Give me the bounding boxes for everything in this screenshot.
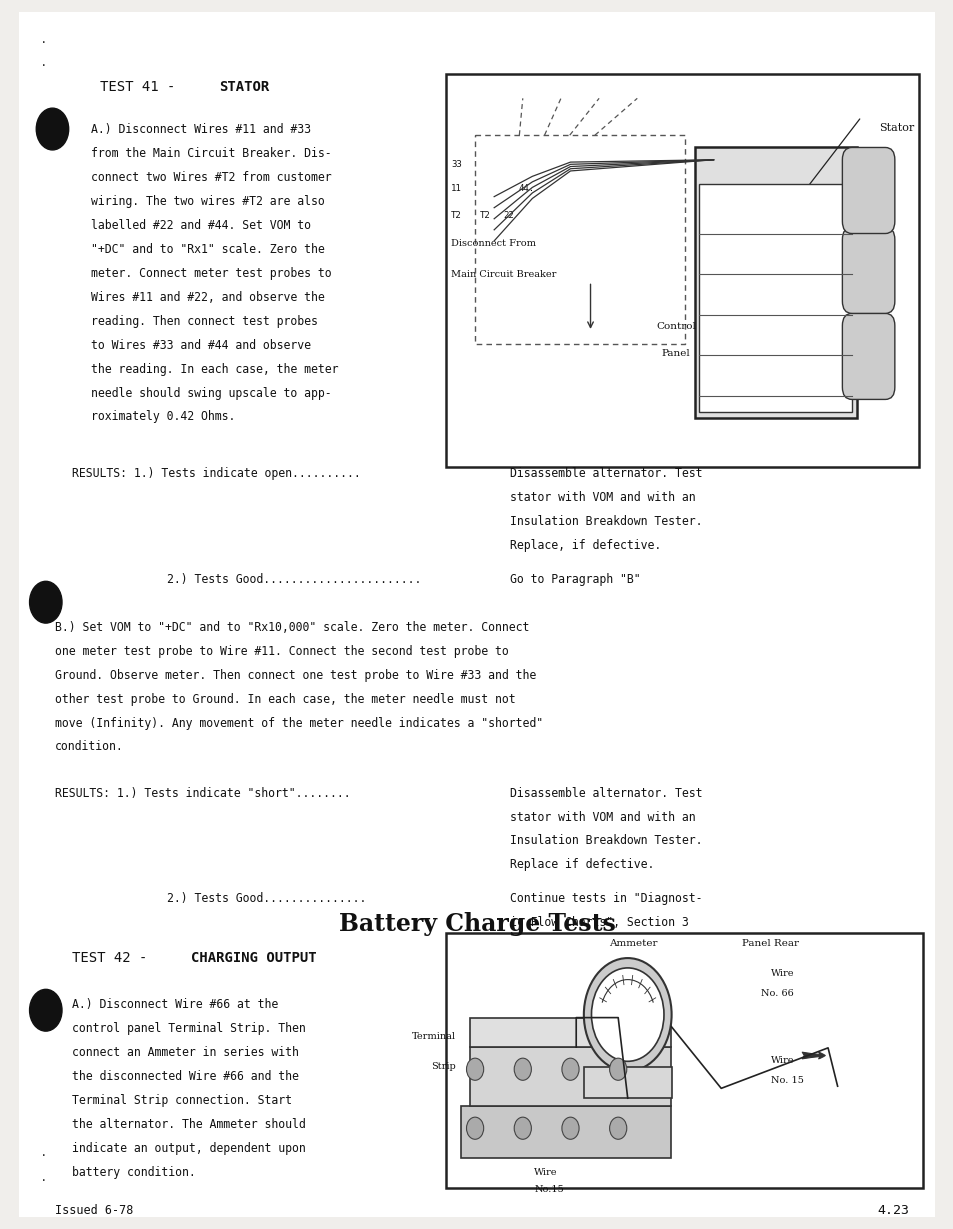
Text: CHARGING OUTPUT: CHARGING OUTPUT xyxy=(191,951,316,965)
FancyBboxPatch shape xyxy=(699,184,851,412)
FancyBboxPatch shape xyxy=(583,1068,671,1099)
Circle shape xyxy=(36,108,69,150)
FancyBboxPatch shape xyxy=(470,1018,670,1047)
Circle shape xyxy=(466,1117,483,1139)
Text: RESULTS: 1.) Tests indicate "short"........: RESULTS: 1.) Tests indicate "short".....… xyxy=(55,787,351,800)
FancyBboxPatch shape xyxy=(460,1106,670,1158)
Text: No. 15: No. 15 xyxy=(770,1075,802,1085)
Circle shape xyxy=(609,1058,626,1080)
Text: T2: T2 xyxy=(479,211,490,220)
FancyBboxPatch shape xyxy=(841,313,894,399)
Text: Terminal Strip connection. Start: Terminal Strip connection. Start xyxy=(71,1094,292,1107)
Text: Insulation Breakdown Tester.: Insulation Breakdown Tester. xyxy=(510,515,702,528)
Text: T2: T2 xyxy=(451,211,461,220)
Text: Wire: Wire xyxy=(770,968,794,977)
Circle shape xyxy=(30,581,62,623)
Text: Issued 6-78: Issued 6-78 xyxy=(55,1204,133,1218)
Text: ·: · xyxy=(40,1149,48,1163)
FancyBboxPatch shape xyxy=(470,1047,670,1106)
Text: to Wires #33 and #44 and observe: to Wires #33 and #44 and observe xyxy=(91,338,311,351)
Text: one meter test probe to Wire #11. Connect the second test probe to: one meter test probe to Wire #11. Connec… xyxy=(55,644,509,658)
Text: 11: 11 xyxy=(451,184,461,193)
Text: ·: · xyxy=(40,1174,48,1187)
Text: B.) Set VOM to "+DC" and to "Rx10,000" scale. Zero the meter. Connect: B.) Set VOM to "+DC" and to "Rx10,000" s… xyxy=(55,621,529,634)
Text: Strip: Strip xyxy=(431,1062,456,1070)
Circle shape xyxy=(609,1117,626,1139)
Text: battery condition.: battery condition. xyxy=(71,1165,195,1179)
Circle shape xyxy=(561,1058,578,1080)
Text: A.) Disconnect Wires #11 and #33: A.) Disconnect Wires #11 and #33 xyxy=(91,123,311,136)
Text: needle should swing upscale to app-: needle should swing upscale to app- xyxy=(91,386,331,399)
Text: stator with VOM and with an: stator with VOM and with an xyxy=(510,811,696,823)
Text: 22: 22 xyxy=(503,211,514,220)
Text: indicate an output, dependent upon: indicate an output, dependent upon xyxy=(71,1142,305,1155)
Text: Wires #11 and #22, and observe the: Wires #11 and #22, and observe the xyxy=(91,290,324,304)
Text: Disconnect From: Disconnect From xyxy=(451,238,536,248)
Text: the alternator. The Ammeter should: the alternator. The Ammeter should xyxy=(71,1118,305,1131)
FancyBboxPatch shape xyxy=(446,933,923,1188)
Text: from the Main Circuit Breaker. Dis-: from the Main Circuit Breaker. Dis- xyxy=(91,146,331,160)
Circle shape xyxy=(591,968,663,1062)
Circle shape xyxy=(561,1117,578,1139)
Text: ic Flow Charts", Section 3: ic Flow Charts", Section 3 xyxy=(510,917,688,929)
FancyBboxPatch shape xyxy=(841,227,894,313)
Text: wiring. The two wires #T2 are also: wiring. The two wires #T2 are also xyxy=(91,194,324,208)
Text: Stator: Stator xyxy=(878,123,913,133)
FancyBboxPatch shape xyxy=(841,147,894,234)
Text: meter. Connect meter test probes to: meter. Connect meter test probes to xyxy=(91,267,331,280)
Circle shape xyxy=(583,959,671,1072)
Text: Main Circuit Breaker: Main Circuit Breaker xyxy=(451,270,556,279)
Text: "+DC" and to "Rx1" scale. Zero the: "+DC" and to "Rx1" scale. Zero the xyxy=(91,243,324,256)
Text: Ground. Observe meter. Then connect one test probe to Wire #33 and the: Ground. Observe meter. Then connect one … xyxy=(55,669,536,682)
Text: connect an Ammeter in series with: connect an Ammeter in series with xyxy=(71,1046,298,1059)
Text: 33: 33 xyxy=(451,160,461,170)
Text: roximately 0.42 Ohms.: roximately 0.42 Ohms. xyxy=(91,410,234,424)
Text: No. 66: No. 66 xyxy=(760,989,793,998)
Text: Replace if defective.: Replace if defective. xyxy=(510,858,654,871)
Text: other test probe to Ground. In each case, the meter needle must not: other test probe to Ground. In each case… xyxy=(55,693,516,705)
Circle shape xyxy=(466,1058,483,1080)
Text: control panel Terminal Strip. Then: control panel Terminal Strip. Then xyxy=(71,1023,305,1035)
Text: the reading. In each case, the meter: the reading. In each case, the meter xyxy=(91,363,337,376)
Text: 2.) Tests Good...............: 2.) Tests Good............... xyxy=(167,892,366,906)
Text: TEST 41 -: TEST 41 - xyxy=(100,80,184,93)
Text: move (Infinity). Any movement of the meter needle indicates a "shorted": move (Infinity). Any movement of the met… xyxy=(55,717,543,730)
FancyBboxPatch shape xyxy=(446,74,918,467)
Text: Panel: Panel xyxy=(660,349,689,358)
Text: Disassemble alternator. Test: Disassemble alternator. Test xyxy=(510,467,702,481)
Text: reading. Then connect test probes: reading. Then connect test probes xyxy=(91,315,317,328)
FancyBboxPatch shape xyxy=(694,147,856,418)
Text: the disconnected Wire #66 and the: the disconnected Wire #66 and the xyxy=(71,1069,298,1083)
Text: RESULTS: 1.) Tests indicate open..........: RESULTS: 1.) Tests indicate open........… xyxy=(71,467,360,481)
Text: Insulation Breakdown Tester.: Insulation Breakdown Tester. xyxy=(510,834,702,848)
Text: Replace, if defective.: Replace, if defective. xyxy=(510,538,661,552)
Text: TEST 42 -: TEST 42 - xyxy=(71,951,155,965)
Text: Disassemble alternator. Test: Disassemble alternator. Test xyxy=(510,787,702,800)
Text: Terminal: Terminal xyxy=(412,1032,456,1041)
Text: STATOR: STATOR xyxy=(219,80,270,93)
Text: Wire: Wire xyxy=(534,1168,558,1176)
Text: Go to Paragraph "B": Go to Paragraph "B" xyxy=(510,573,640,586)
FancyBboxPatch shape xyxy=(19,12,934,1217)
Text: Panel Rear: Panel Rear xyxy=(741,939,799,948)
Text: Wire: Wire xyxy=(770,1056,794,1064)
Circle shape xyxy=(30,989,62,1031)
Text: ·: · xyxy=(40,36,48,49)
Text: A.) Disconnect Wire #66 at the: A.) Disconnect Wire #66 at the xyxy=(71,998,277,1011)
Text: Control: Control xyxy=(656,322,696,331)
Text: condition.: condition. xyxy=(55,740,124,753)
Text: Battery Charge Tests: Battery Charge Tests xyxy=(338,912,615,936)
Text: 2.) Tests Good.......................: 2.) Tests Good....................... xyxy=(167,573,421,586)
Text: connect two Wires #T2 from customer: connect two Wires #T2 from customer xyxy=(91,171,331,184)
Text: stator with VOM and with an: stator with VOM and with an xyxy=(510,490,696,504)
Text: No.15: No.15 xyxy=(534,1185,563,1193)
Circle shape xyxy=(514,1117,531,1139)
Text: ·: · xyxy=(40,59,48,73)
Circle shape xyxy=(514,1058,531,1080)
Text: labelled #22 and #44. Set VOM to: labelled #22 and #44. Set VOM to xyxy=(91,219,311,232)
Text: 4.23: 4.23 xyxy=(877,1204,909,1218)
Text: Continue tests in "Diagnost-: Continue tests in "Diagnost- xyxy=(510,892,702,906)
Text: Ammeter: Ammeter xyxy=(608,939,657,948)
Text: 44.: 44. xyxy=(517,184,534,193)
